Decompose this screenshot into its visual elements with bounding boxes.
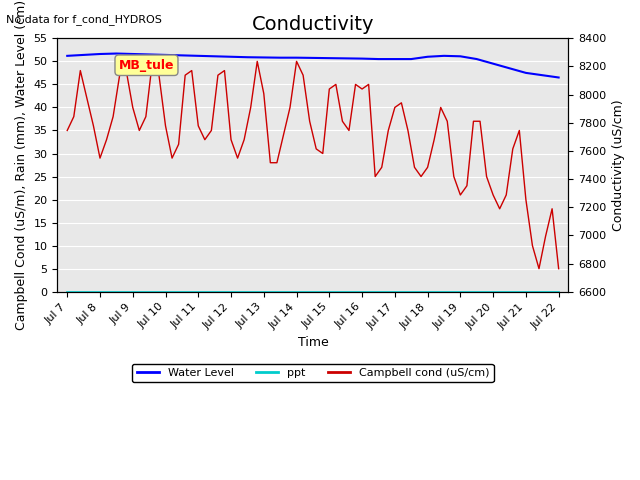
Text: No data for f_cond_HYDROS: No data for f_cond_HYDROS [6,14,163,25]
Y-axis label: Campbell Cond (uS/m), Rain (mm), Water Level (cm): Campbell Cond (uS/m), Rain (mm), Water L… [15,0,28,330]
Title: Conductivity: Conductivity [252,15,374,34]
Y-axis label: Conductivity (uS/cm): Conductivity (uS/cm) [612,99,625,231]
Legend: Water Level, ppt, Campbell cond (uS/cm): Water Level, ppt, Campbell cond (uS/cm) [132,363,493,383]
X-axis label: Time: Time [298,336,328,349]
Text: MB_tule: MB_tule [119,59,174,72]
